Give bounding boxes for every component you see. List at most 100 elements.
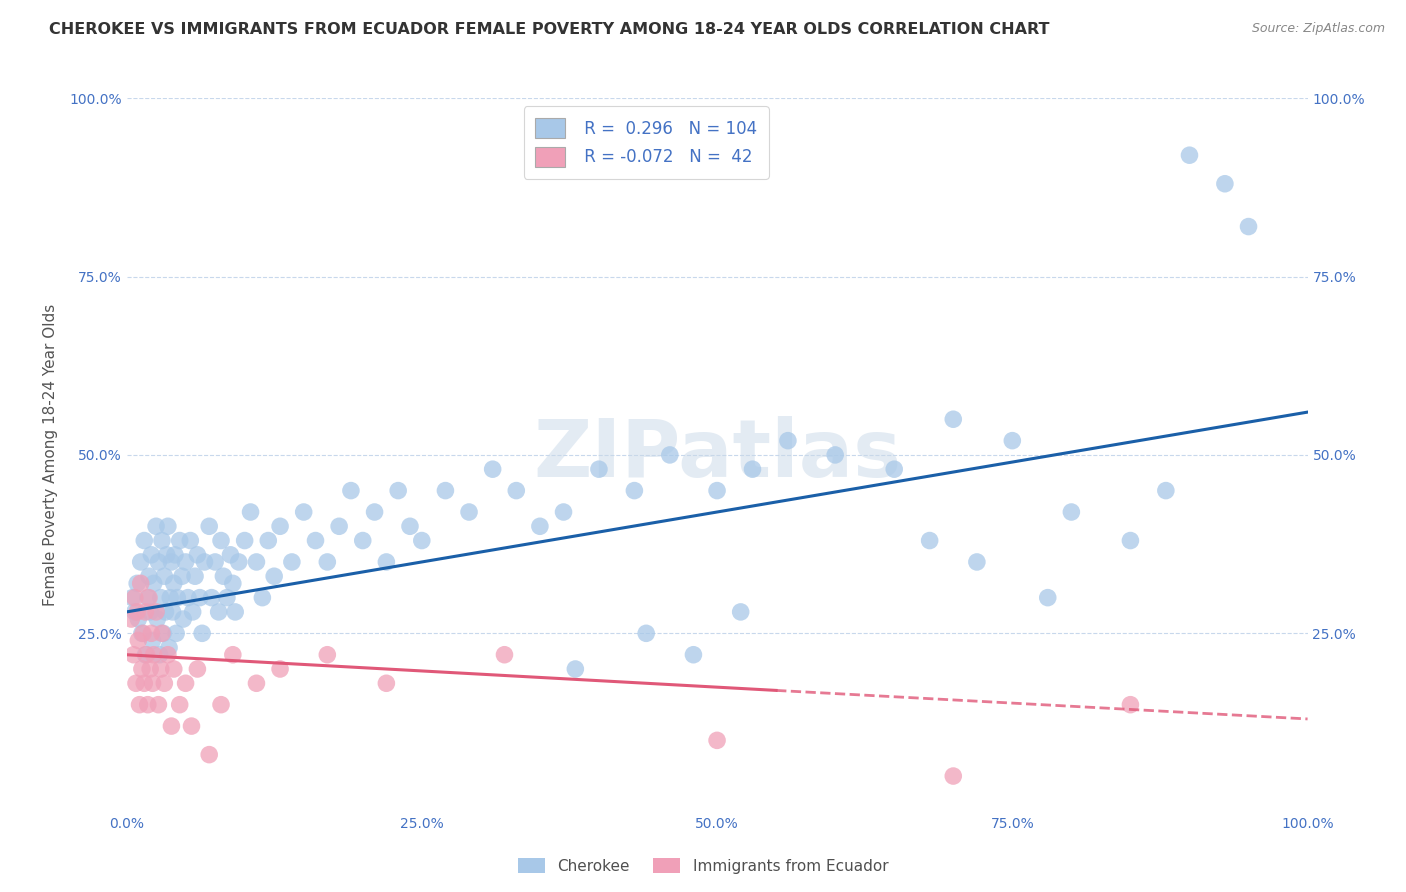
Point <box>942 412 965 426</box>
Point <box>228 555 250 569</box>
Point <box>188 591 211 605</box>
Point <box>212 569 235 583</box>
Point <box>149 591 172 605</box>
Point <box>125 676 148 690</box>
Point <box>269 662 291 676</box>
Point <box>159 591 181 605</box>
Point <box>209 698 232 712</box>
Point <box>127 605 149 619</box>
Point <box>163 548 186 562</box>
Text: ZIPatlas: ZIPatlas <box>533 416 901 494</box>
Point <box>129 576 152 591</box>
Point <box>363 505 385 519</box>
Point <box>152 626 174 640</box>
Point <box>1154 483 1177 498</box>
Point <box>169 533 191 548</box>
Point <box>204 555 226 569</box>
Point <box>1213 177 1236 191</box>
Point <box>682 648 704 662</box>
Point <box>375 676 398 690</box>
Point <box>138 569 160 583</box>
Point <box>184 569 207 583</box>
Point <box>340 483 363 498</box>
Legend: Cherokee, Immigrants from Ecuador: Cherokee, Immigrants from Ecuador <box>512 852 894 880</box>
Point <box>387 483 409 498</box>
Point <box>174 555 197 569</box>
Point <box>224 605 246 619</box>
Point <box>124 591 146 605</box>
Point <box>481 462 503 476</box>
Point <box>1237 219 1260 234</box>
Point <box>375 555 398 569</box>
Point <box>134 676 156 690</box>
Point <box>529 519 551 533</box>
Point <box>399 519 422 533</box>
Point <box>181 605 204 619</box>
Point <box>134 648 156 662</box>
Point <box>163 662 186 676</box>
Point <box>149 662 172 676</box>
Point <box>174 676 197 690</box>
Point <box>918 533 941 548</box>
Point <box>127 612 149 626</box>
Point <box>222 648 245 662</box>
Point <box>145 519 167 533</box>
Point <box>252 591 274 605</box>
Point <box>149 648 172 662</box>
Point <box>883 462 905 476</box>
Point <box>128 698 150 712</box>
Point <box>942 769 965 783</box>
Point <box>198 747 221 762</box>
Text: Source: ZipAtlas.com: Source: ZipAtlas.com <box>1251 22 1385 36</box>
Point <box>623 483 645 498</box>
Point <box>186 548 208 562</box>
Point <box>160 555 183 569</box>
Point <box>352 533 374 548</box>
Point <box>245 555 267 569</box>
Point <box>191 626 214 640</box>
Point <box>257 533 280 548</box>
Point <box>121 591 143 605</box>
Point <box>141 626 163 640</box>
Point <box>132 626 155 640</box>
Point <box>636 626 658 640</box>
Point <box>316 555 339 569</box>
Point <box>136 698 159 712</box>
Point <box>162 605 184 619</box>
Point <box>328 519 350 533</box>
Point <box>239 505 262 519</box>
Point <box>139 662 162 676</box>
Point <box>222 576 245 591</box>
Point <box>304 533 326 548</box>
Point <box>200 591 222 605</box>
Point <box>136 591 159 605</box>
Point <box>138 591 160 605</box>
Point <box>177 591 200 605</box>
Point <box>150 533 173 548</box>
Point <box>179 533 201 548</box>
Point <box>153 569 176 583</box>
Point <box>1001 434 1024 448</box>
Point <box>160 719 183 733</box>
Point <box>146 612 169 626</box>
Point <box>141 676 163 690</box>
Point <box>170 569 193 583</box>
Point <box>658 448 681 462</box>
Point <box>134 533 156 548</box>
Point <box>208 605 231 619</box>
Point <box>142 648 165 662</box>
Point <box>122 648 145 662</box>
Point <box>553 505 575 519</box>
Legend:  R =  0.296   N = 104,  R = -0.072   N =  42: R = 0.296 N = 104, R = -0.072 N = 42 <box>524 106 769 178</box>
Point <box>135 648 157 662</box>
Point <box>148 698 170 712</box>
Point <box>157 640 180 655</box>
Point <box>124 605 146 619</box>
Point <box>434 483 457 498</box>
Point <box>155 605 177 619</box>
Point <box>263 569 285 583</box>
Point <box>281 555 304 569</box>
Point <box>156 548 179 562</box>
Point <box>145 605 167 619</box>
Point <box>198 519 221 533</box>
